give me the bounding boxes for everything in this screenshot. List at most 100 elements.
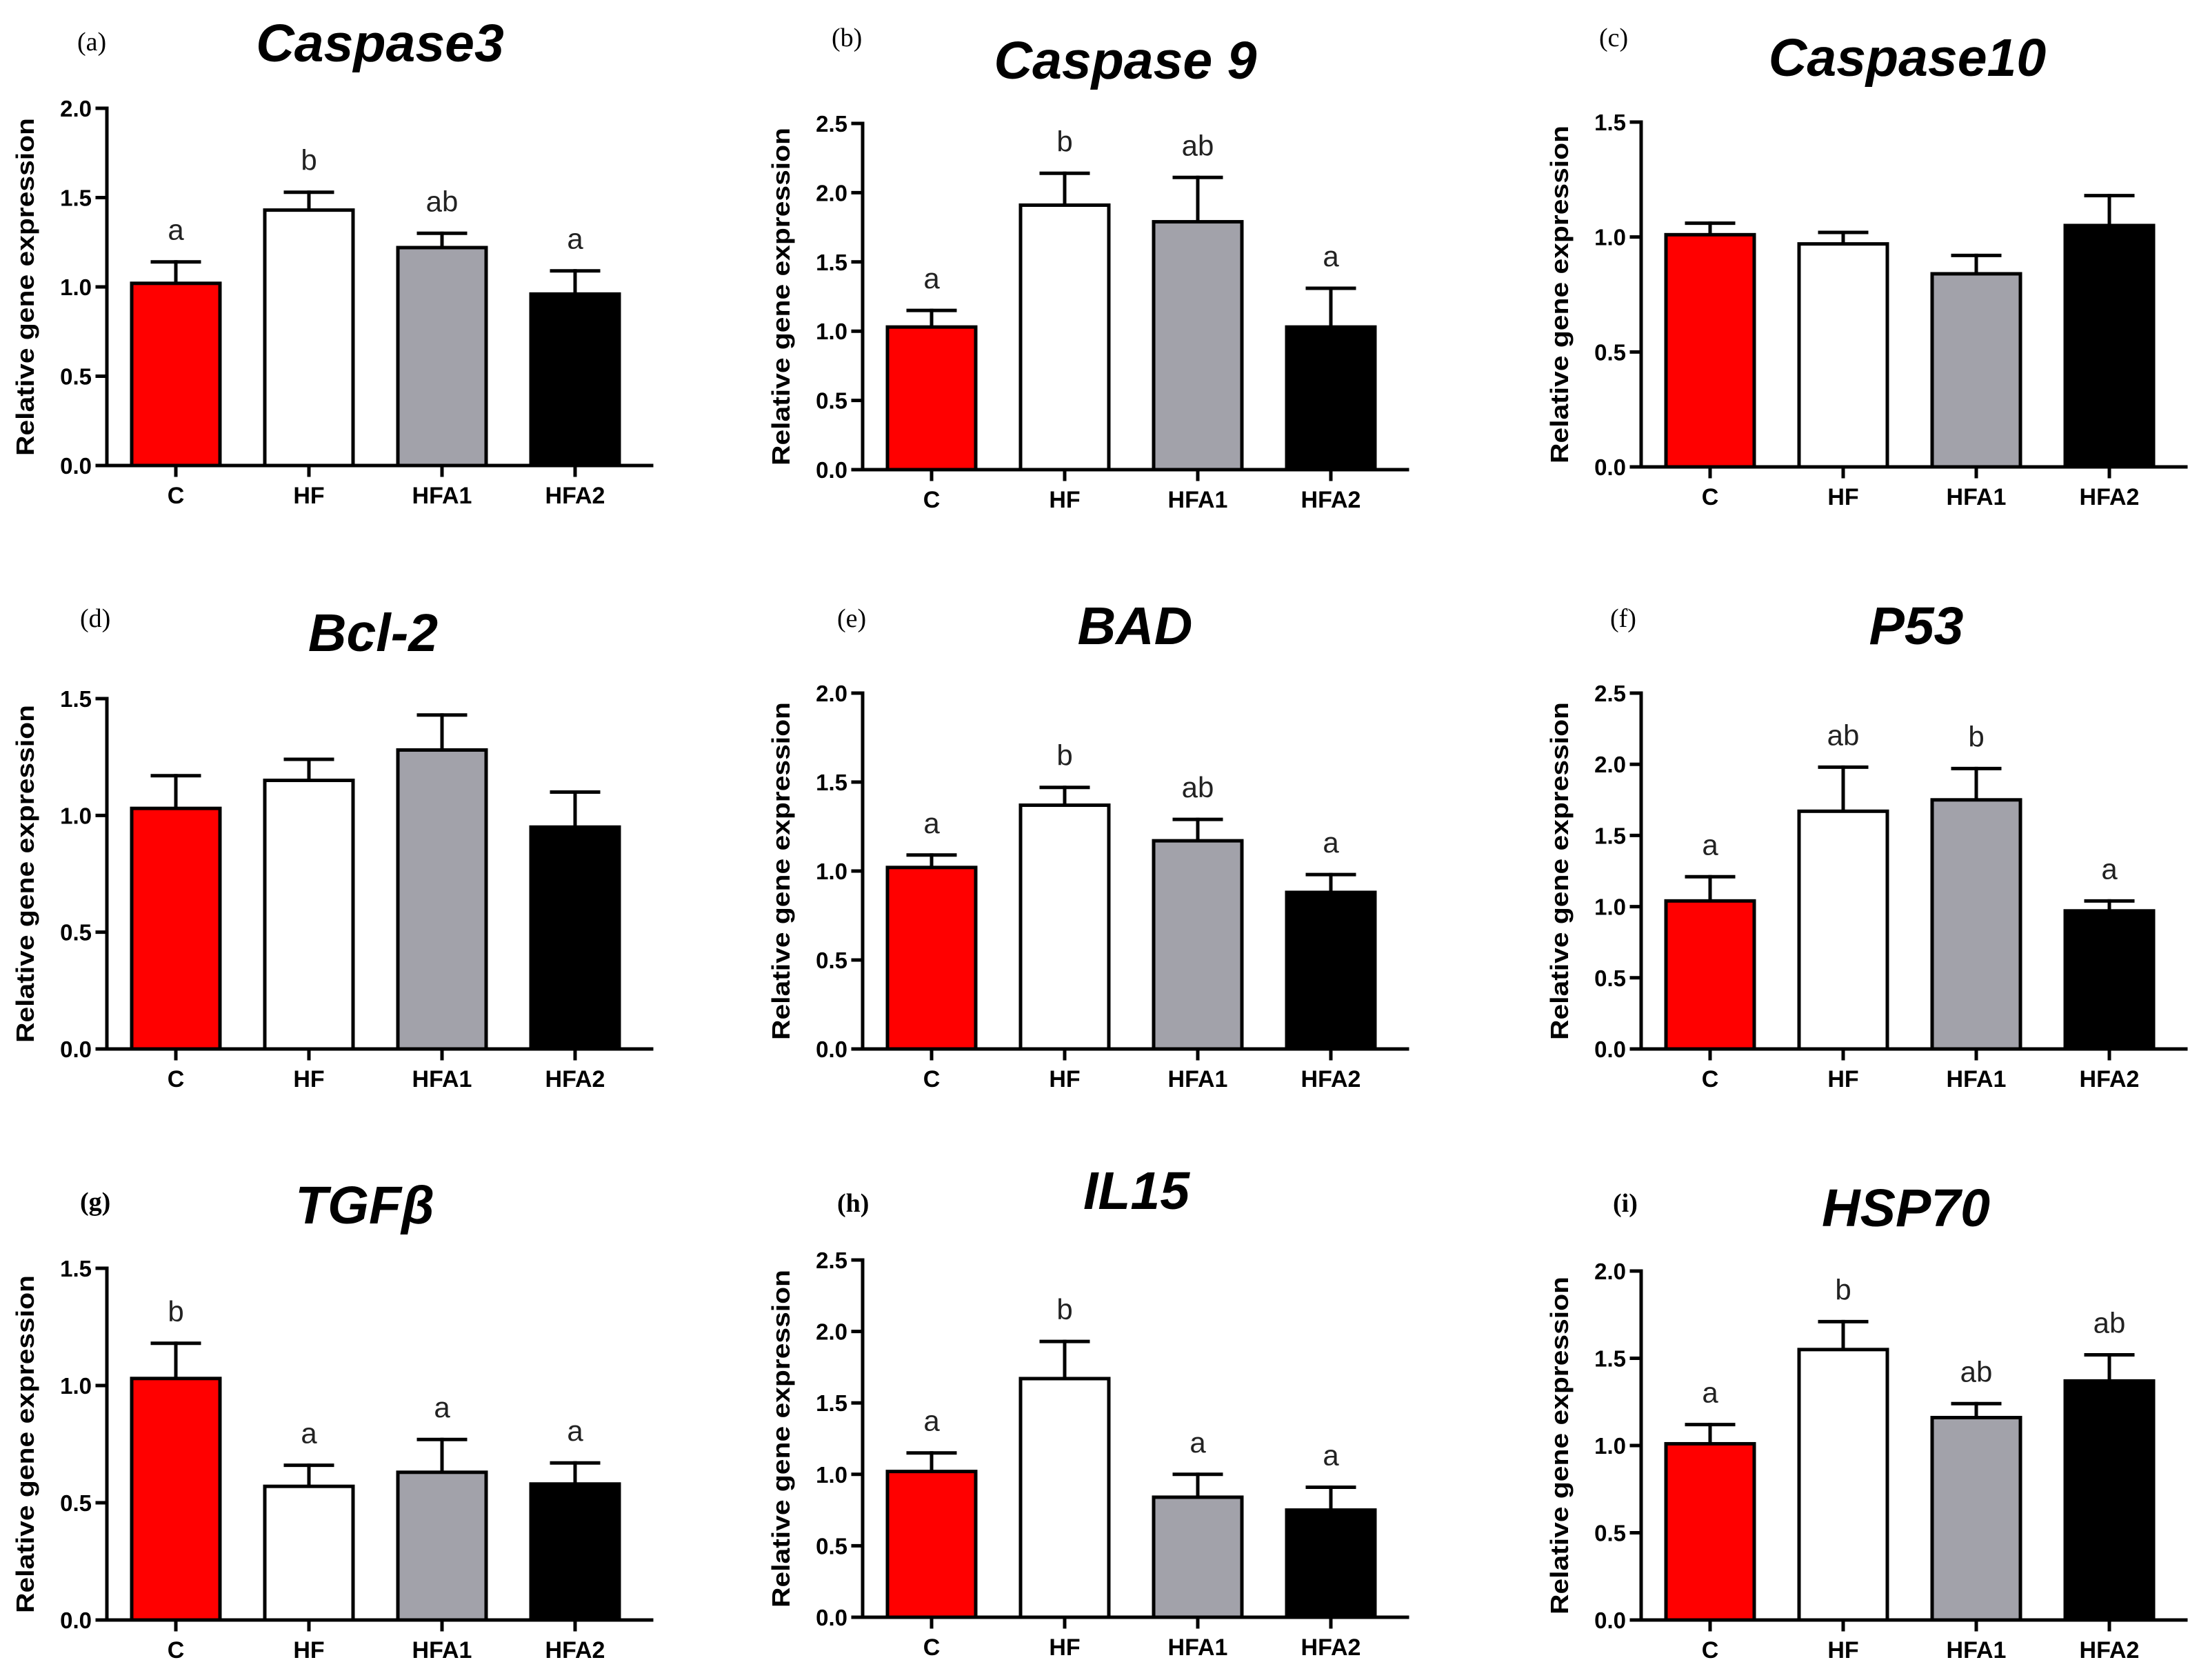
y-tick-label: 0.0 <box>60 1037 92 1062</box>
y-tick-label: 0.5 <box>816 1533 847 1559</box>
panel-label: (h) <box>837 1189 869 1218</box>
x-tick-label: HF <box>1827 484 1858 510</box>
y-tick-label: 1.5 <box>60 1256 92 1281</box>
bar-c <box>885 325 978 472</box>
sig-letter-hfa1: b <box>1968 720 1984 752</box>
bar-hf <box>1797 809 1889 1051</box>
y-tick-label: 2.0 <box>816 180 847 206</box>
bar-hfa1 <box>1930 272 2022 469</box>
x-tick-label: HFA2 <box>1301 487 1361 513</box>
panel-i: (i) HSP70 Relative gene expression a Cb HF ab H… <box>1545 1179 2188 1663</box>
sig-letter-c: a <box>1702 1377 1718 1409</box>
sig-letter-hfa2: a <box>567 1414 583 1447</box>
sig-letter-hfa1: ab <box>1182 129 1214 161</box>
sig-letter-c: a <box>923 807 940 839</box>
x-tick-label: C <box>923 1066 941 1092</box>
y-tick-label: 0.0 <box>816 1037 847 1062</box>
x-tick-label: HFA1 <box>412 1637 472 1663</box>
bar-hfa2 <box>1285 325 1377 472</box>
x-tick-label: HF <box>293 483 324 509</box>
x-tick-label: HF <box>293 1066 324 1092</box>
sig-letter-c: a <box>923 1405 940 1437</box>
panel-label: (b) <box>832 23 862 52</box>
bar-hfa2 <box>1285 1508 1377 1619</box>
bar-hfa1 <box>396 1470 488 1622</box>
panel-title: P53 <box>1869 597 1963 656</box>
y-tick-label: 1.5 <box>1594 823 1626 848</box>
panel-title: Bcl-2 <box>308 603 438 663</box>
y-tick-label: 1.5 <box>816 250 847 275</box>
sig-letter-hfa2: a <box>1323 1439 1339 1471</box>
panel-title: BAD <box>1078 597 1193 656</box>
y-tick-label: 0.5 <box>816 388 847 414</box>
sig-letter-hfa2: ab <box>2093 1306 2126 1339</box>
bar-hfa2 <box>529 292 621 468</box>
panel-label: (g) <box>80 1188 110 1217</box>
y-tick-label: 1.5 <box>816 770 847 795</box>
bar-c <box>130 806 222 1051</box>
x-tick-label: C <box>168 483 185 509</box>
x-tick-label: HFA1 <box>1168 1066 1228 1092</box>
y-tick-label: 0.5 <box>816 948 847 973</box>
bar-hfa1 <box>1152 1495 1244 1619</box>
sig-letter-hfa2: a <box>1323 826 1339 859</box>
x-tick-label: HF <box>1827 1066 1858 1092</box>
panel-b: (b) Caspase 9 Relative gene expression a Cb H… <box>767 23 1409 513</box>
panel-title: IL15 <box>1083 1161 1190 1221</box>
sig-letter-c: a <box>168 214 184 246</box>
x-tick-label: HFA2 <box>1301 1634 1361 1661</box>
x-tick-label: HF <box>293 1637 324 1663</box>
x-tick-label: HF <box>1049 1634 1080 1661</box>
y-tick-label: 0.5 <box>60 920 92 946</box>
y-axis-label: Relative gene expression <box>11 705 39 1043</box>
bar-hf <box>1018 803 1111 1051</box>
bar-c <box>1664 899 1756 1051</box>
y-axis-label: Relative gene expression <box>767 1270 795 1608</box>
sig-letter-hf: b <box>1056 1293 1072 1326</box>
bar-hf <box>1797 242 1889 469</box>
y-tick-label: 2.5 <box>816 111 847 137</box>
y-tick-label: 0.0 <box>1594 454 1626 480</box>
sig-letter-hfa2: a <box>567 223 583 255</box>
x-tick-label: HFA1 <box>1947 1637 2007 1663</box>
sig-letter-c: a <box>1702 828 1718 861</box>
bar-hfa2 <box>2063 909 2156 1051</box>
panel-d: (d) Bcl-2 Relative gene expression C HF HFA1 H… <box>11 603 654 1092</box>
bar-hfa1 <box>1152 839 1244 1051</box>
x-tick-label: HFA1 <box>1168 487 1228 513</box>
sig-letter-hf: b <box>1835 1273 1851 1306</box>
y-tick-label: 0.0 <box>1594 1608 1626 1633</box>
x-tick-label: HFA2 <box>545 1637 605 1663</box>
y-axis-label: Relative gene expression <box>767 128 795 466</box>
panel-label: (d) <box>80 604 110 633</box>
y-tick-label: 1.0 <box>816 1462 847 1488</box>
y-tick-label: 1.0 <box>1594 894 1626 920</box>
sig-letter-hf: b <box>301 144 317 177</box>
y-tick-label: 2.0 <box>816 1319 847 1345</box>
panel-f: (f) P53 Relative gene expression a Cab HF b HFA… <box>1545 597 2188 1092</box>
x-tick-label: HF <box>1049 1066 1080 1092</box>
sig-letter-hf: ab <box>1827 719 1860 751</box>
y-tick-label: 1.0 <box>1594 1433 1626 1459</box>
panel-title: HSP70 <box>1822 1179 1990 1238</box>
y-tick-label: 1.5 <box>1594 110 1626 135</box>
panel-label: (c) <box>1599 23 1628 52</box>
panel-h: (h) IL15 Relative gene expression a Cb HF a HFA… <box>767 1161 1409 1661</box>
y-tick-label: 2.0 <box>60 96 92 121</box>
x-tick-label: C <box>1702 1066 1719 1092</box>
panel-label: (f) <box>1610 604 1636 633</box>
x-tick-label: HFA2 <box>545 483 605 509</box>
bar-hfa2 <box>529 1482 621 1622</box>
y-tick-label: 1.0 <box>60 803 92 828</box>
x-tick-label: HFA2 <box>2080 1637 2140 1663</box>
y-tick-label: 2.5 <box>1594 681 1626 706</box>
sig-letter-hf: b <box>1056 125 1072 157</box>
bar-c <box>1664 232 1756 469</box>
bar-hfa1 <box>396 748 488 1051</box>
bar-hf <box>1018 203 1111 472</box>
y-tick-label: 0.5 <box>1594 339 1626 365</box>
y-tick-label: 0.0 <box>60 453 92 479</box>
x-tick-label: HFA1 <box>412 483 472 509</box>
bar-c <box>1664 1441 1756 1622</box>
panel-a: (a) Caspase3 Relative gene expression a Cb HF… <box>11 14 654 509</box>
